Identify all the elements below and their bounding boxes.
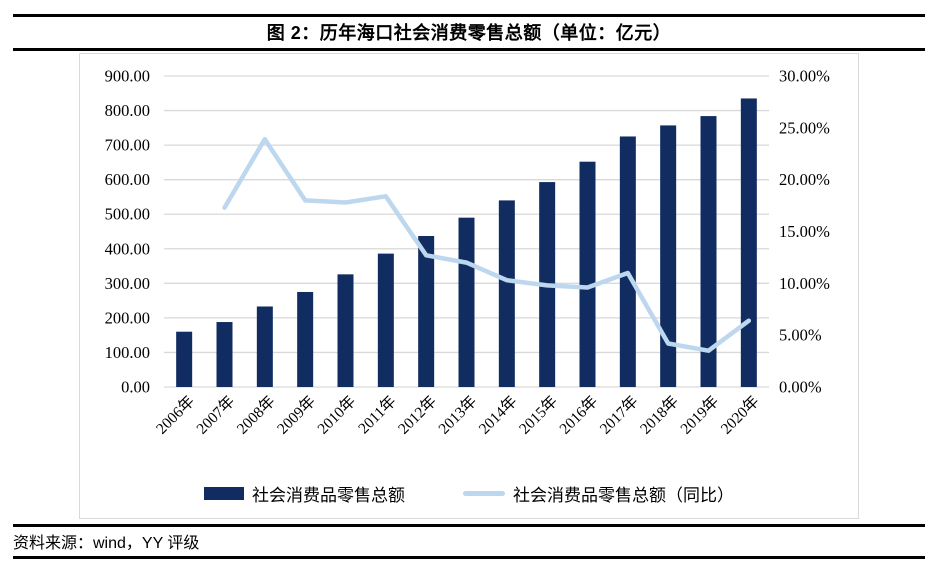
x-axis-label: 2016年 <box>556 392 602 438</box>
bar <box>619 136 636 387</box>
line-series-swatch <box>463 491 505 496</box>
left-axis-tick-label: 0.00 <box>121 378 150 397</box>
left-axis-tick-label: 100.00 <box>105 343 150 362</box>
x-axis-label: 2013年 <box>435 392 481 438</box>
x-axis-label: 2006年 <box>152 392 198 438</box>
x-axis-label: 2020年 <box>717 392 763 438</box>
combo-chart: 0.00 100.00 200.00 300.00 400.00 500.00 600.00… <box>105 67 831 438</box>
bar <box>700 116 717 387</box>
left-axis-tick-label: 500.00 <box>105 205 150 224</box>
right-axis-tick-label: 30.00% <box>779 67 830 86</box>
right-axis-tick-label: 25.00% <box>779 118 830 137</box>
top-rule <box>13 14 925 17</box>
x-axis-label: 2010年 <box>314 392 360 438</box>
x-axis-label: 2009年 <box>273 392 319 438</box>
bar <box>418 235 435 387</box>
bar <box>740 98 757 387</box>
right-axis-tick-label: 5.00% <box>779 326 822 345</box>
right-axis-tick-label: 10.00% <box>779 274 830 293</box>
legend-label-retail-total: 社会消费品零售总额 <box>252 486 405 505</box>
bar <box>176 331 193 387</box>
bar-series-swatch <box>204 487 244 500</box>
bar <box>256 306 273 387</box>
bar <box>216 322 233 387</box>
x-axis-label: 2008年 <box>233 392 279 438</box>
right-axis-tick-label: 20.00% <box>779 170 830 189</box>
legend-item-yoy: 社会消费品零售总额（同比） <box>463 481 734 506</box>
left-axis-tick-label: 700.00 <box>105 136 150 155</box>
yoy-line <box>222 136 752 353</box>
left-axis-tick-label: 300.00 <box>105 274 150 293</box>
bar <box>498 200 515 387</box>
x-axis-label: 2014年 <box>475 392 521 438</box>
x-axis-label: 2018年 <box>636 392 682 438</box>
source-note: 资料来源：wind，YY 评级 <box>13 535 200 552</box>
footer-divider-rule <box>13 524 925 527</box>
bar <box>458 217 475 387</box>
left-axis-tick-label: 600.00 <box>105 170 150 189</box>
legend-item-retail-total: 社会消费品零售总额 <box>204 481 405 506</box>
x-axis-label: 2019年 <box>677 392 723 438</box>
x-axis-label: 2015年 <box>515 392 561 438</box>
bar <box>377 253 394 387</box>
x-axis-label: 2007年 <box>193 392 239 438</box>
bar <box>337 274 354 387</box>
chart-area: 0.00 100.00 200.00 300.00 400.00 500.00 600.00… <box>79 53 859 519</box>
bar <box>579 161 596 387</box>
chart-legend: 社会消费品零售总额 社会消费品零售总额（同比） <box>80 481 858 506</box>
x-axis-label: 2012年 <box>394 392 440 438</box>
bar <box>660 125 677 388</box>
legend-label-yoy: 社会消费品零售总额（同比） <box>513 486 734 505</box>
title-divider-rule <box>13 48 925 51</box>
left-axis-tick-label: 800.00 <box>105 101 150 120</box>
bottom-rule <box>13 556 925 559</box>
right-axis-tick-label: 15.00% <box>779 222 830 241</box>
left-axis-tick-label: 200.00 <box>105 308 150 327</box>
left-axis-tick-label: 400.00 <box>105 239 150 258</box>
figure-title: 图 2：历年海口社会消费零售总额（单位：亿元） <box>266 23 672 43</box>
bar <box>297 291 314 387</box>
x-axis-label: 2017年 <box>596 392 642 438</box>
left-axis-tick-label: 900.00 <box>105 67 150 86</box>
right-axis-tick-label: 0.00% <box>779 378 822 397</box>
x-axis-label: 2011年 <box>354 392 399 437</box>
